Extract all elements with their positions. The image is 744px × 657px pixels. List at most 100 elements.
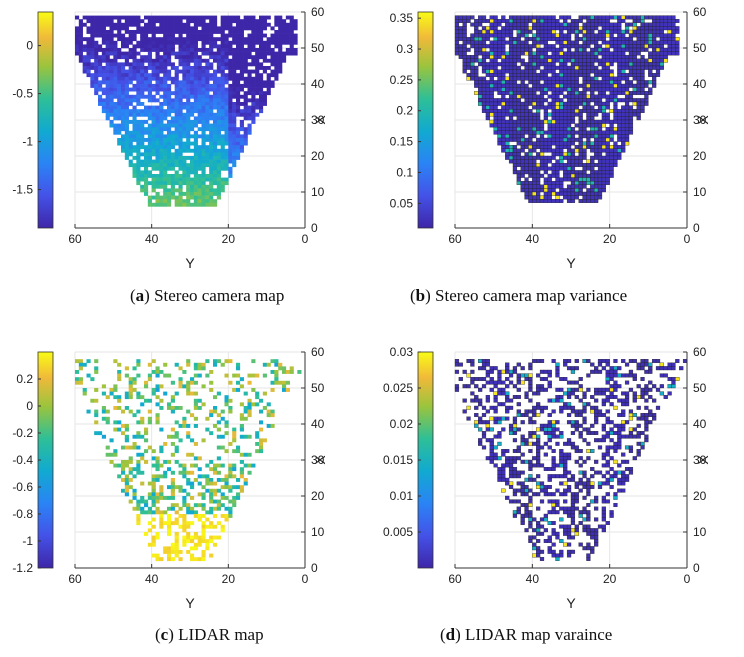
heatmap-cell	[570, 62, 576, 67]
heatmap-cell	[113, 84, 118, 88]
heatmap-cell	[220, 528, 225, 533]
heatmap-cell	[605, 398, 610, 403]
heatmap-cell	[124, 474, 129, 479]
heatmap-cell	[632, 413, 637, 417]
heatmap-cell	[555, 199, 560, 203]
heatmap-cell	[197, 30, 202, 34]
heatmap-cell	[78, 44, 83, 49]
heatmap-cell	[470, 37, 475, 41]
heatmap-cell	[532, 33, 537, 38]
heatmap-cell	[632, 359, 637, 363]
heatmap-cell	[209, 66, 214, 70]
heatmap-cell	[547, 123, 552, 128]
heatmap-cell	[186, 19, 191, 24]
heatmap-cell	[247, 15, 252, 20]
heatmap-cell	[132, 130, 137, 135]
heatmap-cell	[613, 101, 618, 106]
heatmap-cell	[228, 398, 233, 403]
heatmap-cell	[524, 409, 529, 414]
heatmap-cell	[516, 155, 521, 160]
heatmap-cell	[285, 33, 290, 38]
heatmap-cell	[563, 76, 568, 81]
heatmap-cell	[209, 370, 214, 374]
heatmap-cell	[205, 542, 210, 547]
heatmap-cell	[524, 94, 529, 99]
heatmap-cell	[178, 174, 183, 178]
heatmap-cell	[220, 152, 225, 157]
heatmap-cell	[140, 470, 145, 475]
heatmap-cell	[524, 47, 529, 52]
heatmap-cell	[216, 37, 221, 42]
heatmap-cell	[213, 141, 218, 146]
heatmap-cell	[586, 69, 591, 74]
heatmap-cell	[470, 69, 475, 74]
heatmap-cell	[528, 55, 533, 59]
heatmap-cell	[574, 145, 579, 149]
heatmap-cell	[543, 87, 548, 92]
x-tick-label: 40	[526, 232, 540, 246]
heatmap-cell	[147, 377, 152, 382]
heatmap-cell	[489, 123, 494, 128]
heatmap-cell	[528, 181, 533, 185]
heatmap-cell	[228, 123, 233, 128]
heatmap-cell	[536, 40, 541, 45]
heatmap-cell	[193, 84, 198, 88]
heatmap-cell	[182, 73, 187, 78]
heatmap-cell	[228, 62, 233, 67]
heatmap-cell	[671, 40, 676, 45]
heatmap-cell	[520, 73, 525, 77]
heatmap-cell	[570, 40, 576, 45]
heatmap-cell	[536, 83, 541, 88]
heatmap-cell	[170, 427, 175, 432]
heatmap-cell	[113, 58, 118, 63]
heatmap-cell	[617, 145, 622, 149]
heatmap-cell	[216, 170, 221, 175]
heatmap-cell	[274, 359, 279, 364]
heatmap-cell	[624, 402, 630, 407]
heatmap-cell	[640, 69, 645, 74]
heatmap-cell	[516, 173, 521, 178]
heatmap-cell	[117, 22, 122, 27]
heatmap-cell	[601, 402, 606, 407]
heatmap-cell	[174, 102, 179, 106]
heatmap-cell	[285, 51, 290, 56]
heatmap-cell	[86, 37, 91, 42]
heatmap-cell	[636, 80, 641, 85]
heatmap-cell	[609, 76, 614, 81]
heatmap-cell	[167, 51, 172, 56]
heatmap-cell	[543, 73, 548, 77]
heatmap-cell	[628, 98, 634, 103]
heatmap-cell	[536, 98, 541, 103]
heatmap-cell	[274, 377, 279, 382]
heatmap-cell	[644, 58, 649, 63]
heatmap-cell	[193, 26, 198, 31]
heatmap-cell	[255, 30, 260, 34]
heatmap-cell	[274, 58, 279, 63]
heatmap-cell	[563, 152, 568, 157]
heatmap-cell	[159, 449, 164, 454]
heatmap-cell	[117, 80, 122, 85]
heatmap-cell	[582, 105, 587, 110]
heatmap-cell	[163, 26, 168, 31]
heatmap-cell	[474, 22, 479, 27]
heatmap-cell	[190, 539, 195, 544]
heatmap-cell	[543, 58, 548, 63]
heatmap-cell	[247, 116, 252, 121]
heatmap-cell	[590, 58, 595, 63]
heatmap-cell	[151, 22, 156, 27]
heatmap-cell	[289, 37, 294, 42]
y-tick-label: 40	[693, 77, 707, 91]
heatmap-cell	[190, 481, 195, 486]
heatmap-cell	[163, 470, 168, 475]
heatmap-cell	[132, 69, 137, 74]
heatmap-cell	[547, 65, 552, 70]
heatmap-cell	[601, 173, 606, 178]
heatmap-cell	[493, 55, 498, 59]
heatmap-cell	[605, 58, 610, 63]
heatmap-cell	[243, 62, 248, 67]
heatmap-cell	[470, 65, 475, 70]
heatmap-cell	[266, 66, 271, 70]
heatmap-cell	[512, 119, 518, 124]
heatmap-cell	[140, 130, 145, 135]
heatmap-cell	[285, 380, 290, 385]
